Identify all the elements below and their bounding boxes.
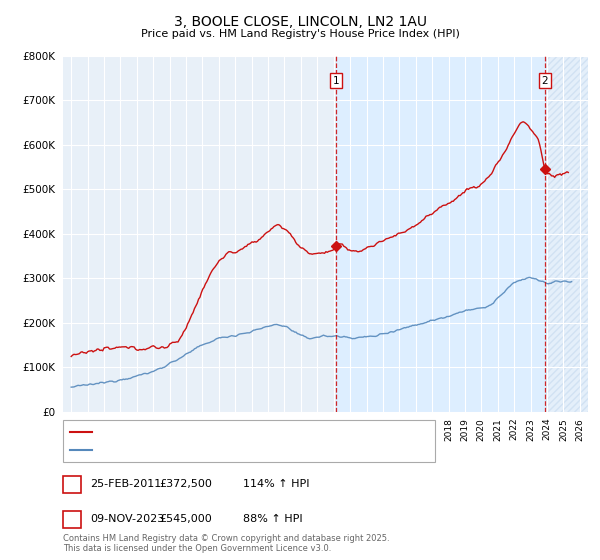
Bar — [336, 56, 545, 412]
Text: 2: 2 — [68, 514, 76, 524]
Text: 114% ↑ HPI: 114% ↑ HPI — [243, 479, 310, 489]
Text: Price paid vs. HM Land Registry's House Price Index (HPI): Price paid vs. HM Land Registry's House … — [140, 29, 460, 39]
Text: £372,500: £372,500 — [159, 479, 212, 489]
Text: 1: 1 — [68, 479, 76, 489]
Text: 88% ↑ HPI: 88% ↑ HPI — [243, 514, 302, 524]
Bar — [545, 56, 588, 412]
Text: 3, BOOLE CLOSE, LINCOLN, LN2 1AU (detached house): 3, BOOLE CLOSE, LINCOLN, LN2 1AU (detach… — [94, 427, 362, 437]
Text: 3, BOOLE CLOSE, LINCOLN, LN2 1AU: 3, BOOLE CLOSE, LINCOLN, LN2 1AU — [173, 15, 427, 29]
Text: £545,000: £545,000 — [159, 514, 212, 524]
Text: Contains HM Land Registry data © Crown copyright and database right 2025.
This d: Contains HM Land Registry data © Crown c… — [63, 534, 389, 553]
Text: HPI: Average price, detached house, Lincoln: HPI: Average price, detached house, Linc… — [94, 445, 310, 455]
Text: 1: 1 — [332, 76, 339, 86]
Text: 25-FEB-2011: 25-FEB-2011 — [90, 479, 161, 489]
Bar — [545, 56, 588, 412]
Text: 09-NOV-2023: 09-NOV-2023 — [90, 514, 164, 524]
Text: 2: 2 — [541, 76, 548, 86]
